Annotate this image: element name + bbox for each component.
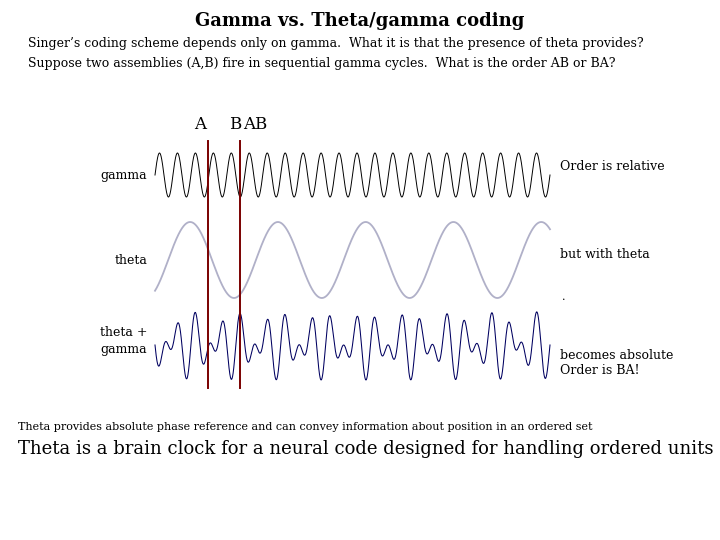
Text: gamma: gamma <box>100 342 147 355</box>
Text: Theta is a brain clock for a neural code designed for handling ordered units of : Theta is a brain clock for a neural code… <box>18 440 720 458</box>
Text: but with theta: but with theta <box>560 248 649 261</box>
Text: Theta provides absolute phase reference and can convey information about positio: Theta provides absolute phase reference … <box>18 422 593 432</box>
Text: Order is relative: Order is relative <box>560 160 665 173</box>
Text: B: B <box>229 116 241 133</box>
Text: gamma: gamma <box>100 168 147 181</box>
Text: theta +: theta + <box>99 327 147 340</box>
Text: Gamma vs. Theta/gamma coding: Gamma vs. Theta/gamma coding <box>195 12 525 30</box>
Text: Suppose two assemblies (A,B) fire in sequential gamma cycles.  What is the order: Suppose two assemblies (A,B) fire in seq… <box>28 57 616 70</box>
Text: A: A <box>243 116 255 133</box>
Text: A: A <box>194 116 207 133</box>
Text: Singer’s coding scheme depends only on gamma.  What it is that the presence of t: Singer’s coding scheme depends only on g… <box>28 37 644 50</box>
Text: theta: theta <box>114 253 147 267</box>
Text: B: B <box>253 116 266 133</box>
Text: becomes absolute
Order is BA!: becomes absolute Order is BA! <box>560 349 673 377</box>
Text: .: . <box>562 293 565 302</box>
